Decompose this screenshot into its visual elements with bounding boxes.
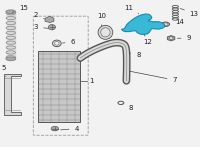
Text: 8: 8 xyxy=(123,104,133,111)
Ellipse shape xyxy=(51,126,59,131)
Polygon shape xyxy=(121,14,165,35)
Polygon shape xyxy=(167,36,175,41)
Text: 13: 13 xyxy=(180,8,199,17)
Ellipse shape xyxy=(6,10,16,14)
Text: 1: 1 xyxy=(89,78,94,84)
Text: 5: 5 xyxy=(2,65,6,76)
Text: 15: 15 xyxy=(12,5,28,12)
Text: 11: 11 xyxy=(124,5,139,14)
Ellipse shape xyxy=(6,12,15,15)
Ellipse shape xyxy=(162,22,170,26)
Ellipse shape xyxy=(6,21,15,25)
Text: 12: 12 xyxy=(144,34,152,45)
Ellipse shape xyxy=(6,57,16,61)
Polygon shape xyxy=(45,16,54,22)
Text: 7: 7 xyxy=(129,71,177,83)
Text: 9: 9 xyxy=(177,35,191,41)
Text: 4: 4 xyxy=(61,126,79,132)
Ellipse shape xyxy=(6,36,15,39)
Text: 2: 2 xyxy=(34,12,44,19)
Bar xyxy=(38,51,80,122)
Ellipse shape xyxy=(6,56,15,59)
Ellipse shape xyxy=(6,46,15,49)
Text: 8: 8 xyxy=(123,51,141,58)
Text: 10: 10 xyxy=(97,13,106,26)
Circle shape xyxy=(48,25,55,30)
Text: 14: 14 xyxy=(169,19,184,25)
Text: 6: 6 xyxy=(63,39,75,45)
Text: 3: 3 xyxy=(34,24,49,30)
Ellipse shape xyxy=(163,23,168,26)
Ellipse shape xyxy=(101,28,110,37)
Ellipse shape xyxy=(6,26,15,30)
Circle shape xyxy=(169,37,173,40)
Ellipse shape xyxy=(6,51,15,54)
Polygon shape xyxy=(4,74,21,115)
Ellipse shape xyxy=(98,25,113,39)
Ellipse shape xyxy=(6,16,15,20)
Ellipse shape xyxy=(6,41,15,44)
Ellipse shape xyxy=(6,31,15,34)
